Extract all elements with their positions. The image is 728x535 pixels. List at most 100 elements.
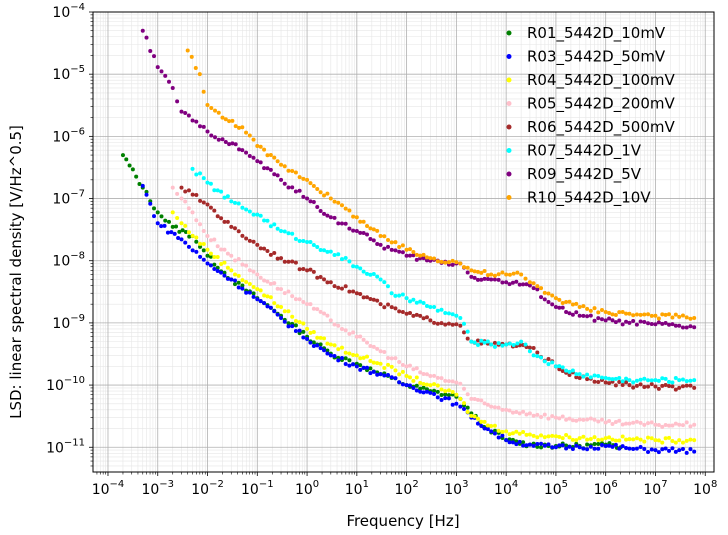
data-point	[553, 445, 558, 450]
data-point	[190, 210, 195, 215]
data-point	[667, 384, 672, 388]
data-point	[325, 280, 330, 285]
data-point	[397, 293, 402, 298]
data-point	[186, 230, 191, 235]
data-point	[465, 410, 470, 415]
data-point	[521, 443, 526, 448]
data-point	[325, 351, 330, 356]
data-point	[485, 423, 490, 428]
data-point	[564, 368, 569, 373]
data-point	[577, 417, 582, 422]
data-point	[475, 269, 480, 274]
data-point	[472, 275, 477, 280]
data-point	[646, 312, 651, 317]
data-point	[290, 231, 295, 236]
data-point	[673, 449, 678, 454]
data-point	[378, 277, 383, 282]
data-point	[237, 125, 242, 130]
data-point	[177, 229, 182, 234]
data-point	[557, 434, 562, 439]
data-point	[382, 350, 387, 355]
data-point	[279, 229, 284, 234]
data-point	[599, 375, 604, 380]
x-tick-label: 103	[444, 479, 468, 498]
data-point	[424, 303, 429, 308]
data-point	[315, 205, 320, 210]
data-point	[517, 411, 522, 416]
data-point	[624, 319, 629, 324]
data-point	[577, 305, 582, 310]
y-tick-label: 10−9	[52, 313, 85, 332]
data-point	[368, 371, 373, 376]
data-point	[408, 253, 412, 258]
data-point	[511, 271, 516, 276]
data-point	[318, 274, 323, 279]
data-point	[450, 262, 455, 267]
data-point	[475, 421, 480, 426]
data-point	[581, 304, 586, 309]
data-point	[646, 384, 651, 389]
data-point	[232, 200, 237, 205]
data-point	[624, 376, 629, 381]
data-point	[247, 133, 252, 138]
data-point	[255, 212, 260, 217]
data-point	[592, 442, 597, 447]
data-point	[255, 287, 260, 292]
data-point	[378, 233, 383, 238]
data-point	[660, 312, 665, 317]
data-point	[251, 155, 256, 160]
data-point	[325, 191, 330, 196]
data-point	[189, 54, 194, 59]
data-point	[649, 322, 654, 327]
data-point	[588, 444, 593, 449]
data-point	[462, 401, 466, 406]
data-point	[354, 353, 359, 358]
data-point	[240, 205, 245, 210]
data-point	[524, 432, 529, 437]
data-point	[667, 435, 672, 440]
data-point	[386, 244, 391, 249]
data-point	[663, 422, 668, 427]
data-point	[400, 362, 405, 367]
data-point	[492, 431, 497, 436]
data-point	[328, 318, 333, 323]
data-point	[286, 321, 291, 326]
data-point	[432, 382, 437, 387]
data-point	[656, 316, 661, 321]
data-point	[553, 296, 558, 301]
data-point	[656, 438, 661, 443]
data-point	[564, 417, 569, 422]
data-point	[446, 388, 451, 393]
data-point	[631, 437, 636, 442]
data-point	[339, 345, 344, 350]
data-point	[656, 450, 661, 455]
data-point	[365, 340, 370, 345]
data-point	[684, 325, 689, 330]
data-point	[660, 440, 665, 445]
data-point	[371, 238, 376, 243]
data-point	[268, 152, 273, 157]
data-point	[375, 372, 380, 377]
data-point	[517, 439, 522, 444]
data-point	[152, 54, 157, 59]
data-point	[496, 272, 501, 277]
data-point	[424, 258, 429, 263]
data-point	[462, 406, 466, 411]
data-point	[179, 196, 184, 201]
data-point	[293, 260, 298, 265]
data-point	[527, 411, 532, 416]
data-point	[220, 115, 225, 120]
data-point	[567, 369, 572, 374]
data-point	[511, 343, 516, 347]
data-point	[361, 355, 366, 360]
data-point	[144, 192, 149, 197]
data-point	[607, 419, 612, 424]
data-point	[144, 35, 149, 40]
data-point	[542, 359, 547, 364]
x-tick-label: 100	[295, 479, 319, 498]
data-point	[542, 297, 547, 302]
data-point	[279, 256, 284, 261]
data-point	[542, 412, 547, 417]
data-point	[332, 343, 337, 348]
data-point	[215, 244, 220, 249]
